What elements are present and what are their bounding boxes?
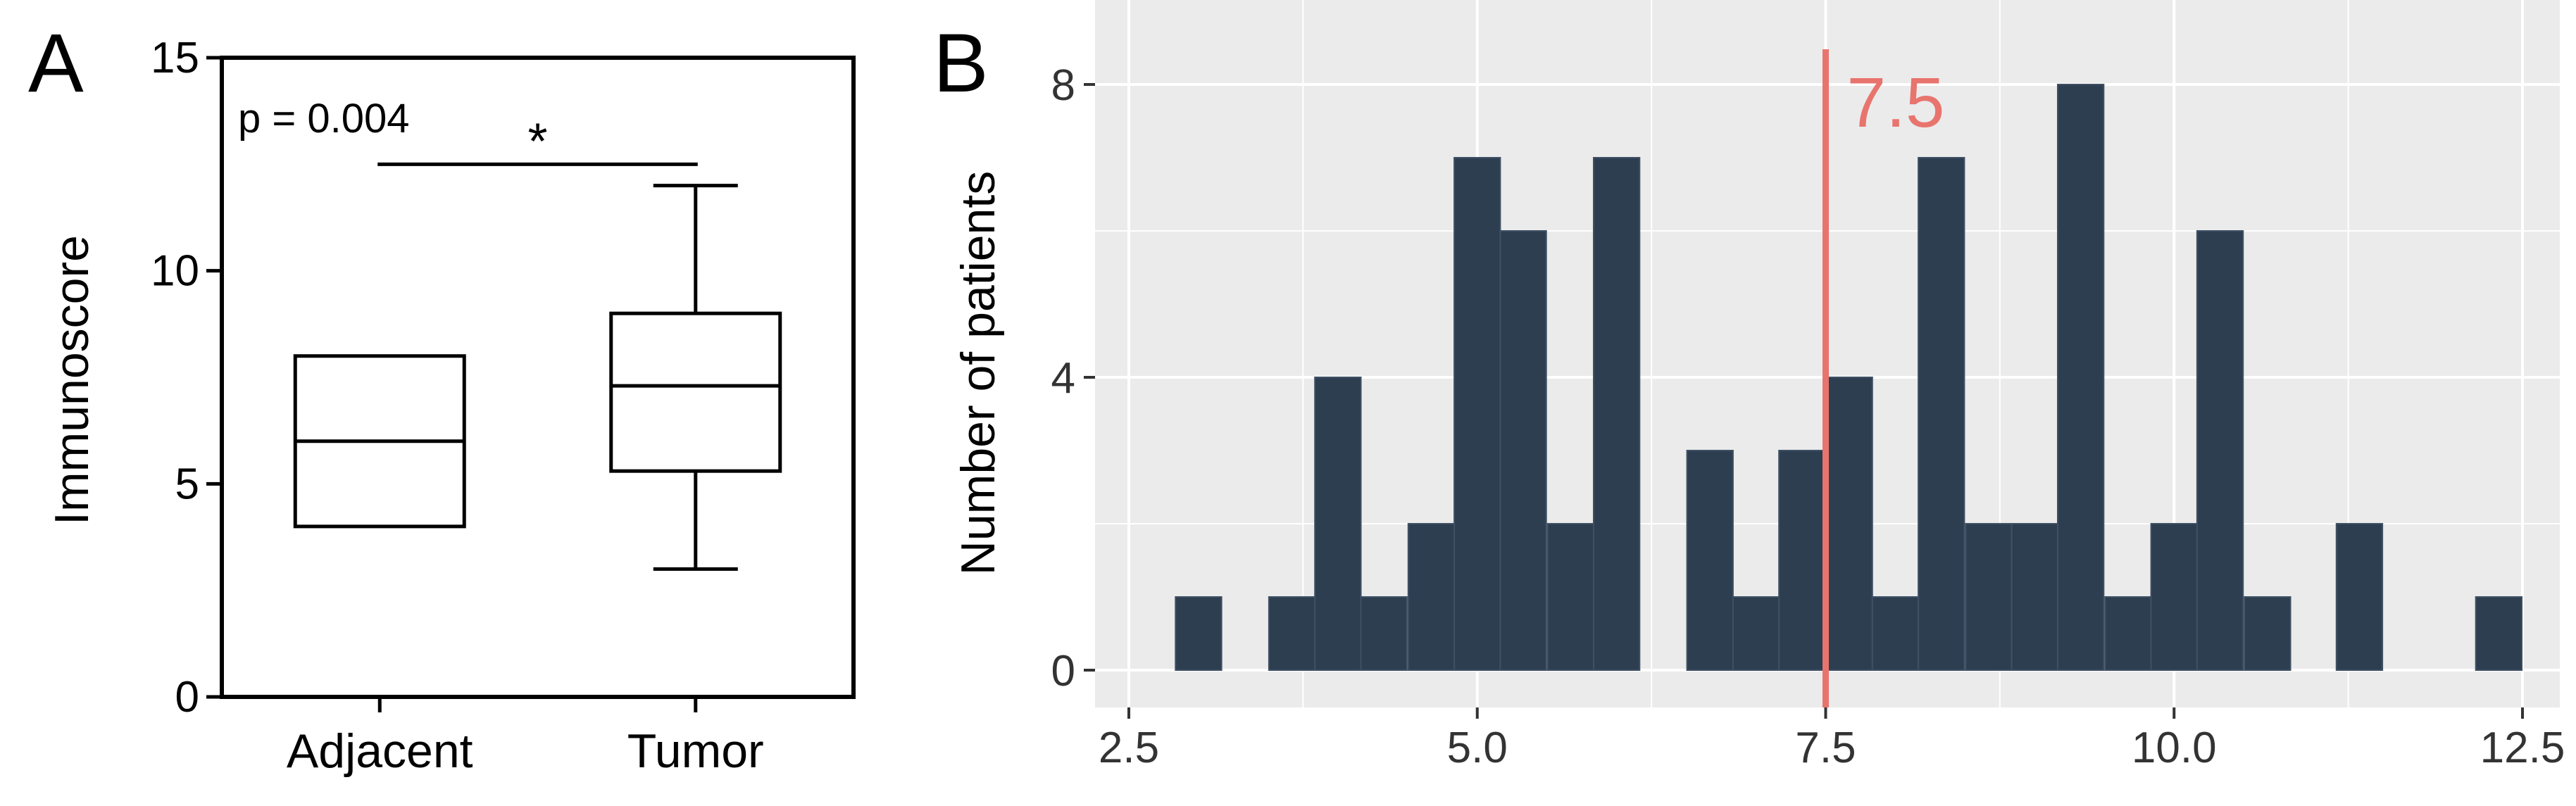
histogram-bar	[1546, 523, 1594, 671]
panel-a-x-ticks: Adjacent Tumor	[287, 697, 764, 778]
panel-a-y-ticks: 0 5 10 15	[151, 34, 222, 722]
histogram-bar	[1825, 377, 1873, 671]
histogram-bar	[1965, 523, 2013, 671]
panel-a-plot-frame	[220, 56, 856, 699]
panel-b-x-tick-label: 10.0	[2132, 724, 2217, 772]
histogram-bar	[1871, 596, 1920, 671]
panel-b-y-tick-label: 0	[1051, 647, 1075, 695]
panel-a-y-axis-label: Immunoscore	[45, 235, 99, 525]
significance-star: *	[527, 113, 547, 170]
histogram-bar	[2011, 523, 2059, 671]
panel-b-y-tick-label: 8	[1051, 61, 1075, 110]
panel-a-y-tick-label: 15	[151, 34, 199, 82]
histogram-bar	[1175, 596, 1223, 671]
histogram-bar	[1360, 596, 1408, 671]
panel-b-x-ticks: 2.5 5.0 7.5 10.0 12.5	[1099, 707, 2565, 772]
histogram-bar	[1592, 157, 1641, 671]
panel-b-letter: B	[933, 17, 989, 110]
panel-b-x-tick-label: 12.5	[2480, 724, 2565, 772]
panel-a-x-tick-label: Adjacent	[287, 724, 473, 778]
histogram-bar	[2150, 523, 2198, 671]
panel-b-bars	[1175, 84, 2523, 671]
panel-a-x-tick-label: Tumor	[627, 724, 764, 778]
box-adjacent	[293, 354, 466, 529]
histogram-bar	[2244, 596, 2291, 671]
histogram-bar	[1314, 377, 1362, 671]
histogram-bar	[2104, 596, 2152, 671]
panel-b-x-tick-label: 2.5	[1099, 724, 1159, 772]
histogram-bar	[2196, 230, 2244, 671]
box-tumor	[609, 184, 782, 571]
panel-a-boxplot: A Immunoscore 0 5 10 15 Adjacent Tumor p = 0…	[28, 17, 856, 778]
histogram-bar	[1453, 157, 1501, 671]
panel-b-y-ticks: 0 4 8	[1051, 61, 1095, 695]
box-iqr	[609, 311, 782, 473]
panel-a-y-tick-label: 10	[151, 247, 199, 296]
histogram-bar	[1499, 230, 1547, 671]
panel-b-x-tick-label: 7.5	[1795, 724, 1856, 772]
histogram-bar	[2475, 596, 2523, 671]
panel-a-letter: A	[28, 17, 84, 110]
panel-b-y-axis-label: Number of patients	[951, 171, 1005, 576]
histogram-bar	[2057, 84, 2105, 671]
histogram-bar	[1918, 157, 1965, 671]
threshold-label: 7.5	[1847, 63, 1945, 142]
histogram-bar	[1732, 596, 1780, 671]
panel-b-y-tick-label: 4	[1051, 354, 1075, 403]
histogram-bar	[1268, 596, 1316, 671]
p-value-text: p = 0.004	[238, 96, 410, 141]
panel-a-y-tick-label: 0	[175, 673, 199, 722]
histogram-bar	[2335, 523, 2384, 671]
histogram-bar	[1686, 450, 1734, 671]
histogram-bar	[1778, 450, 1826, 671]
histogram-bar	[1407, 523, 1456, 671]
panel-b-histogram: B Number of patients 7.5 0 4 8 2.5 5.0 7.5 10…	[933, 0, 2565, 772]
panel-a-annotation: p = 0.004 *	[238, 96, 698, 170]
panel-a-boxes	[293, 184, 782, 571]
panel-a-y-tick-label: 5	[175, 460, 199, 508]
panel-b-x-tick-label: 5.0	[1447, 724, 1508, 772]
